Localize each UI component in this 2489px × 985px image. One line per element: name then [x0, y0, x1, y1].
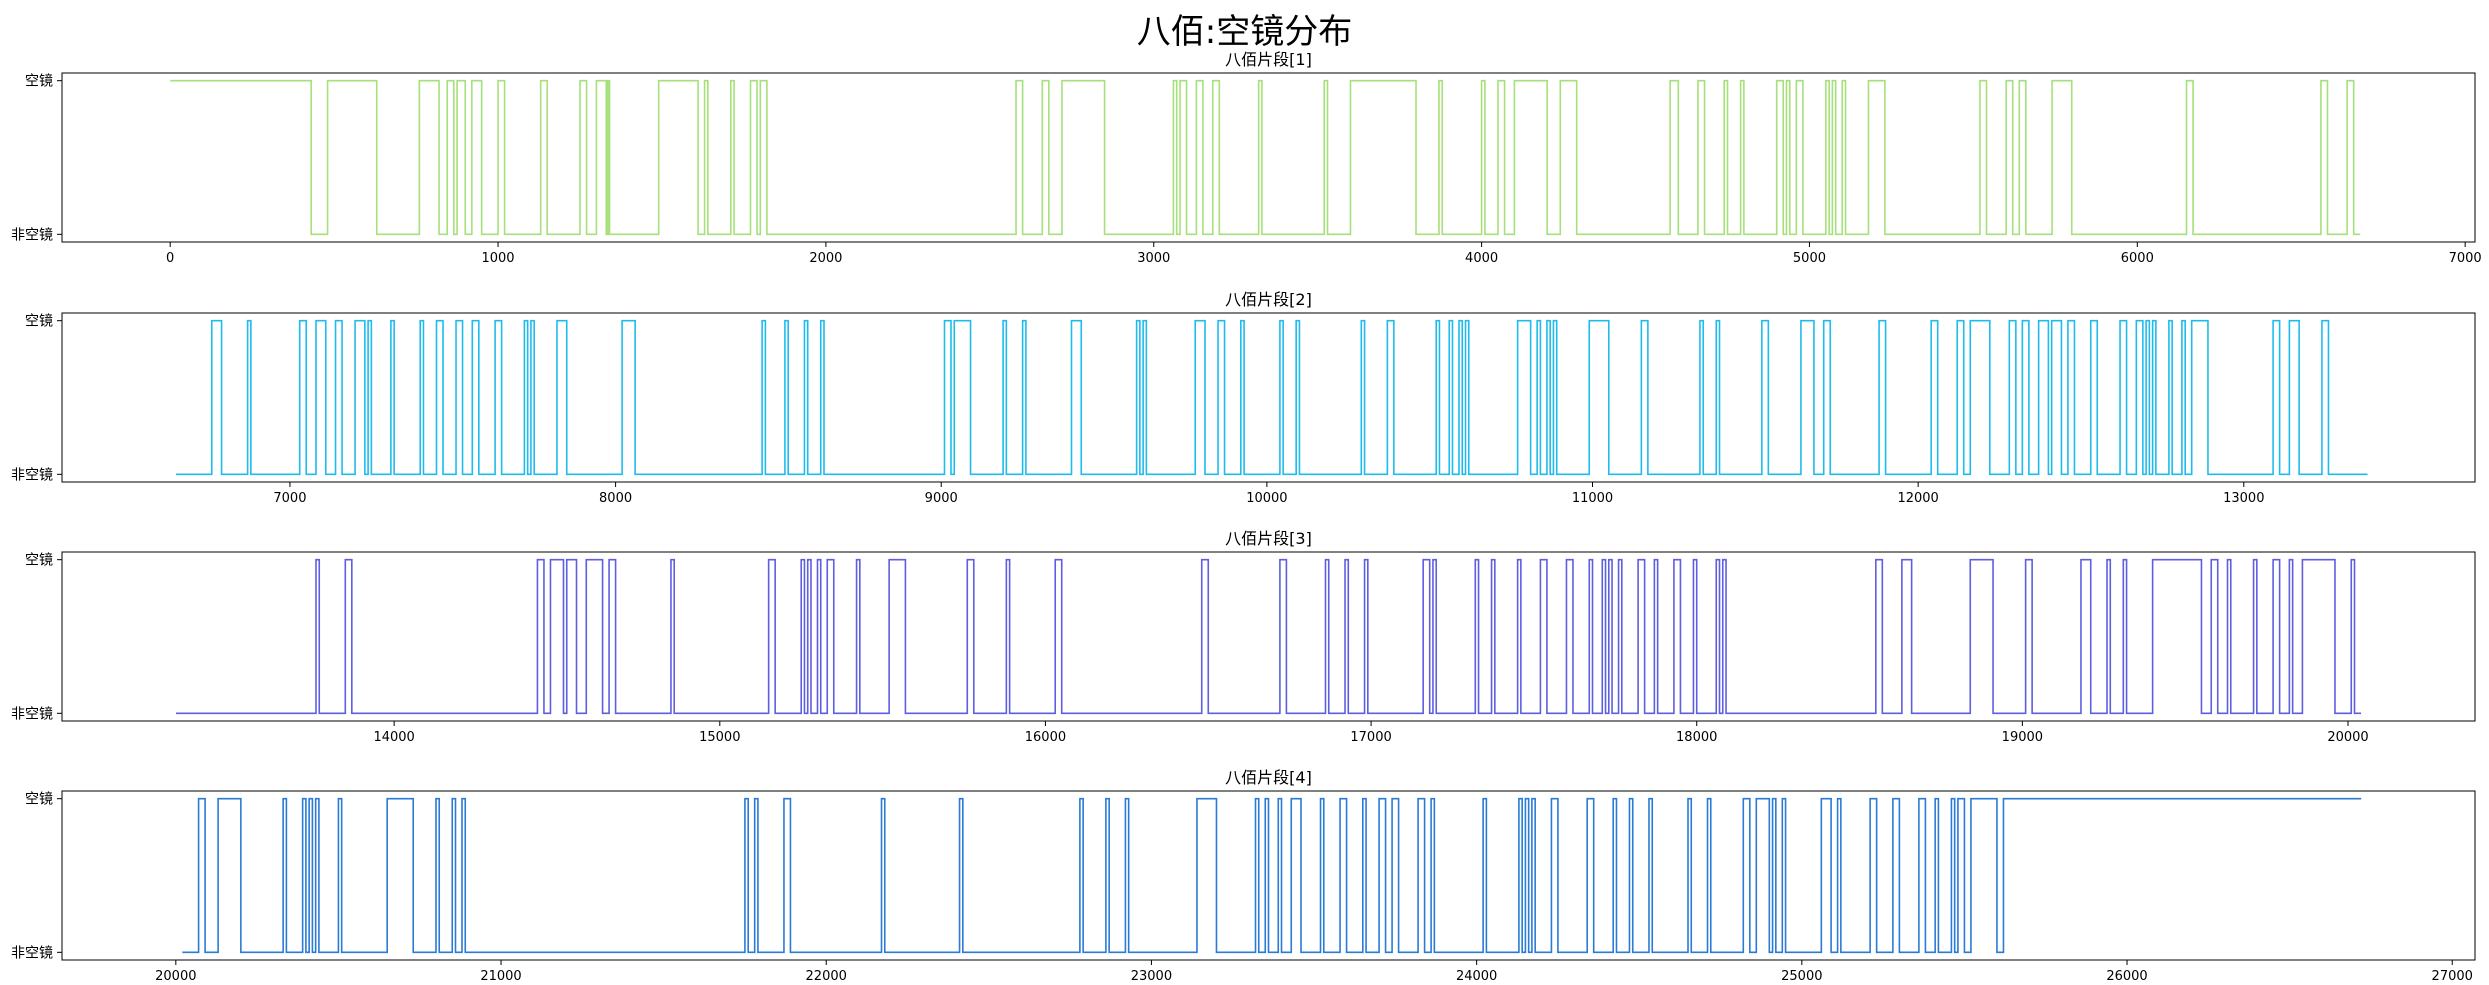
plot-frame	[61, 790, 2476, 961]
plot-frame	[61, 72, 2476, 243]
x-tick-label: 12000	[1897, 491, 1938, 506]
x-tick-label: 10000	[1246, 491, 1287, 506]
subplot-title: 八佰片段[1]	[1225, 50, 1312, 69]
x-tick-label: 8000	[599, 491, 632, 506]
plot-frame	[61, 551, 2476, 722]
x-tick-label: 18000	[1676, 730, 1717, 745]
y-tick-label: 空镜	[25, 74, 53, 90]
x-tick-label: 7000	[2449, 251, 2482, 266]
series-line	[175, 319, 2368, 476]
x-tick-label: 26000	[2106, 969, 2147, 984]
x-tick-label: 22000	[806, 969, 847, 984]
series-line	[170, 79, 2361, 236]
x-tick-label: 9000	[925, 491, 958, 506]
x-tick-label: 27000	[2432, 969, 2473, 984]
subplot-4: 八佰片段[4] 非空镜 空镜 20000 21000 22000 23000 24000 250…	[11, 768, 2476, 984]
x-tick-label: 7000	[273, 491, 306, 506]
x-tick-label: 19000	[2002, 730, 2043, 745]
subplot-1: 八佰片段[1] 非空镜 空镜 0 1000 2000 3000 4000 5000 6000 700…	[11, 50, 2482, 266]
series-line	[182, 797, 2362, 954]
subplot-title: 八佰片段[2]	[1225, 290, 1312, 309]
subplot-title: 八佰片段[4]	[1225, 768, 1312, 787]
x-tick-label: 20000	[2327, 730, 2368, 745]
subplot-3: 八佰片段[3] 非空镜 空镜 14000 15000 16000 17000 18000 190…	[11, 529, 2476, 745]
x-tick-label: 2000	[809, 251, 842, 266]
x-tick-label: 0	[166, 251, 174, 266]
y-tick-label: 非空镜	[11, 467, 53, 483]
x-tick-label: 21000	[480, 969, 521, 984]
x-tick-label: 11000	[1572, 491, 1613, 506]
x-tick-label: 5000	[1793, 251, 1826, 266]
x-tick-label: 4000	[1465, 251, 1498, 266]
y-tick-label: 空镜	[25, 553, 53, 569]
x-tick-label: 6000	[2121, 251, 2154, 266]
subplot-2: 八佰片段[2] 非空镜 空镜 7000 8000 9000 10000 11000 12000 1…	[11, 290, 2476, 506]
x-tick-label: 1000	[481, 251, 514, 266]
x-tick-label: 24000	[1456, 969, 1497, 984]
subplot-title: 八佰片段[3]	[1225, 529, 1312, 548]
x-tick-label: 23000	[1131, 969, 1172, 984]
x-tick-label: 13000	[2223, 491, 2264, 506]
x-tick-label: 3000	[1137, 251, 1170, 266]
x-tick-label: 14000	[373, 730, 414, 745]
series-line	[175, 558, 2362, 715]
y-tick-label: 空镜	[25, 792, 53, 808]
y-tick-label: 非空镜	[11, 227, 53, 243]
x-tick-label: 16000	[1025, 730, 1066, 745]
x-tick-label: 15000	[699, 730, 740, 745]
figure-title: 八佰:空镜分布	[1136, 12, 1353, 52]
y-tick-label: 空镜	[25, 314, 53, 330]
y-tick-label: 非空镜	[11, 706, 53, 722]
x-tick-label: 25000	[1781, 969, 1822, 984]
y-tick-label: 非空镜	[11, 945, 53, 961]
plot-frame	[61, 312, 2476, 483]
x-tick-label: 20000	[155, 969, 196, 984]
x-tick-label: 17000	[1350, 730, 1391, 745]
